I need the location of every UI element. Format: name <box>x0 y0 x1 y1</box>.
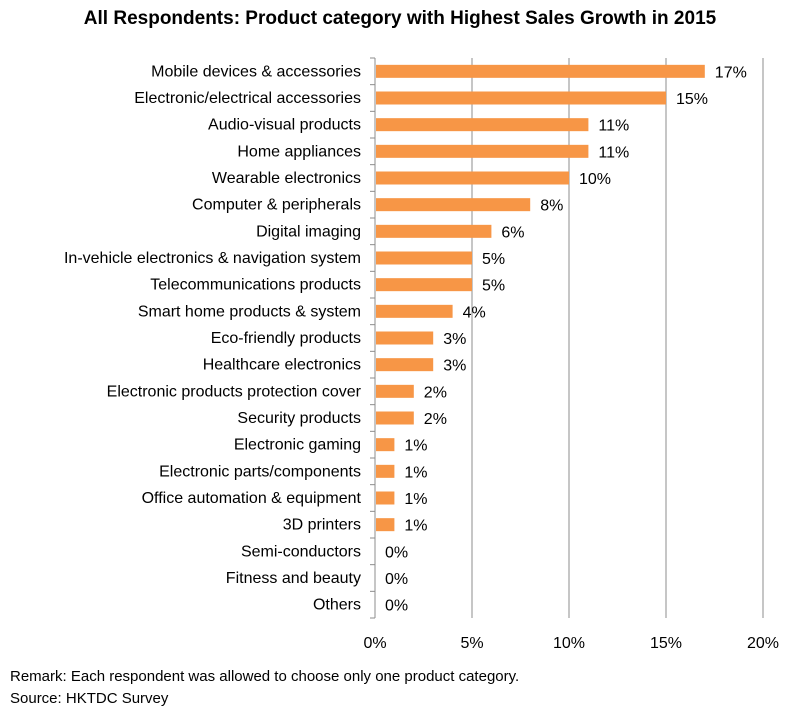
bar <box>376 171 569 185</box>
bar <box>376 118 589 132</box>
remark-note: Remark: Each respondent was allowed to c… <box>10 668 520 685</box>
x-tick-label: 10% <box>553 635 585 652</box>
x-tick-label: 0% <box>363 635 386 652</box>
bar <box>376 251 472 265</box>
category-label: Electronic gaming <box>234 437 361 454</box>
category-label: Computer & peripherals <box>192 197 361 214</box>
category-label: Digital imaging <box>256 223 361 240</box>
data-label: 5% <box>482 251 505 268</box>
data-label: 3% <box>443 331 466 348</box>
bar <box>376 64 705 78</box>
bar <box>376 491 395 505</box>
category-label: Audio-visual products <box>208 117 361 134</box>
data-label: 1% <box>404 438 427 455</box>
x-tick-label: 20% <box>747 635 779 652</box>
data-label: 3% <box>443 358 466 375</box>
x-tick-label: 15% <box>650 635 682 652</box>
source-note: Source: HKTDC Survey <box>10 690 169 707</box>
chart-title: All Respondents: Product category with H… <box>83 8 717 29</box>
category-label: Eco-friendly products <box>211 330 361 347</box>
data-label: 0% <box>385 598 408 615</box>
bar <box>376 198 531 212</box>
category-label: Others <box>313 597 361 614</box>
category-label: Fitness and beauty <box>226 570 361 587</box>
bar <box>376 438 395 452</box>
category-label: Home appliances <box>237 143 361 160</box>
category-label: Semi-conductors <box>241 543 361 560</box>
bar <box>376 224 492 238</box>
data-label: 2% <box>424 411 447 428</box>
category-label: 3D printers <box>283 517 361 534</box>
data-label: 15% <box>676 91 708 108</box>
category-label: Mobile devices & accessories <box>151 63 361 80</box>
bar <box>376 304 453 318</box>
data-label: 1% <box>404 518 427 535</box>
bar <box>376 384 414 398</box>
category-label: Healthcare electronics <box>203 357 361 374</box>
data-label: 11% <box>598 118 629 135</box>
category-label: Wearable electronics <box>212 170 361 187</box>
data-label: 4% <box>463 304 486 321</box>
data-label: 17% <box>715 64 747 81</box>
category-label: Electronic parts/components <box>159 463 361 480</box>
data-label: 11% <box>598 144 629 161</box>
bar <box>376 91 666 105</box>
category-label: In-vehicle electronics & navigation syst… <box>64 250 361 267</box>
data-label: 2% <box>424 384 447 401</box>
category-label: Office automation & equipment <box>142 490 362 507</box>
bar <box>376 358 434 372</box>
data-label: 1% <box>404 464 427 481</box>
data-label: 1% <box>404 491 427 508</box>
data-label: 6% <box>501 224 524 241</box>
bar <box>376 411 414 425</box>
data-label: 8% <box>540 198 563 215</box>
x-tick-label: 5% <box>460 635 483 652</box>
category-label: Smart home products & system <box>138 303 361 320</box>
category-label: Telecommunications products <box>150 277 361 294</box>
bar <box>376 464 395 478</box>
bar <box>376 518 395 532</box>
category-label: Electronic/electrical accessories <box>134 90 361 107</box>
data-label: 0% <box>385 544 408 561</box>
data-label: 10% <box>579 171 611 188</box>
bar <box>376 144 589 158</box>
category-label: Electronic products protection cover <box>107 383 362 400</box>
category-label: Security products <box>237 410 361 427</box>
data-label: 5% <box>482 278 505 295</box>
bar <box>376 331 434 345</box>
bar <box>376 278 472 292</box>
data-label: 0% <box>385 571 408 588</box>
